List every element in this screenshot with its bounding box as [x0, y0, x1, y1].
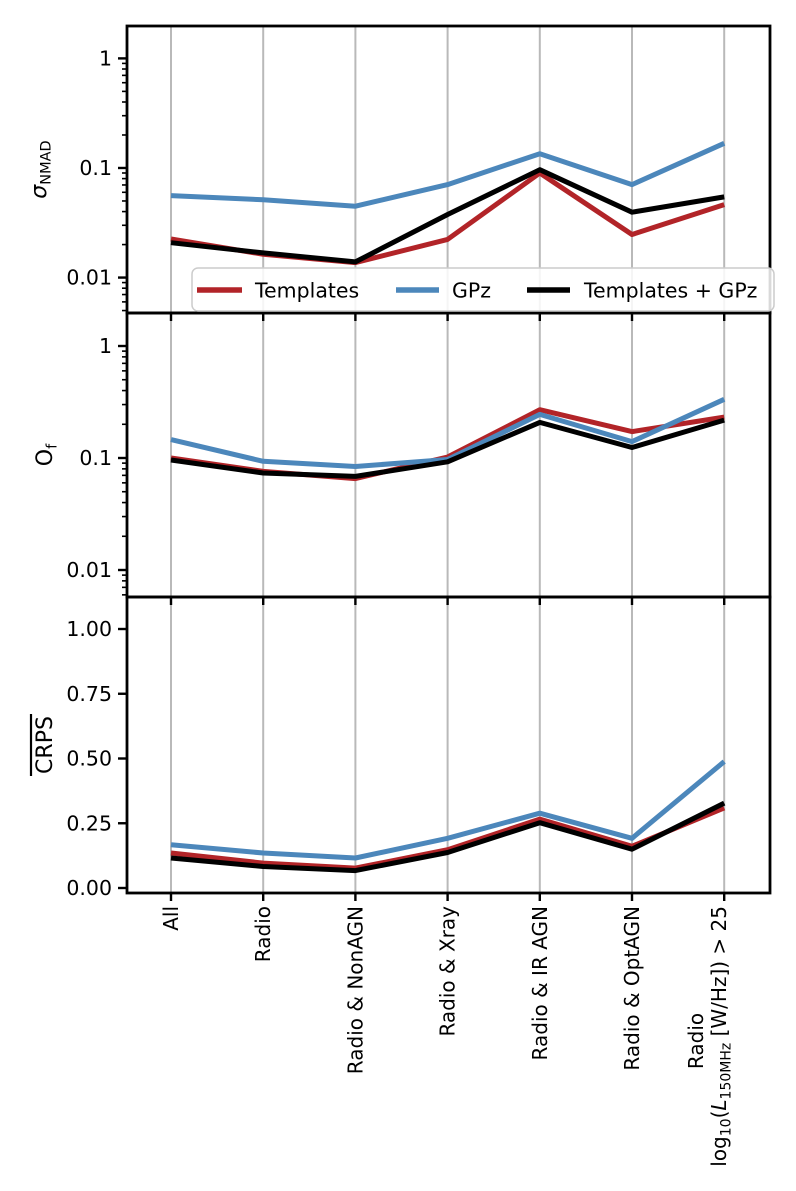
y-tick-label: 1 — [99, 46, 112, 70]
x-tick-label: Radio & Xray — [436, 906, 460, 1037]
series-line-templates-gpz — [170, 800, 726, 874]
x-tick-label: All — [159, 906, 183, 931]
x-tick-label: Radio & NonAGN — [343, 906, 367, 1074]
y-axis-label-panel3: CRPS — [33, 716, 58, 774]
y-axis-label-panel2: Of — [33, 443, 61, 466]
y-tick-label: 0.00 — [66, 876, 112, 900]
x-tick-label: Radio — [251, 906, 275, 962]
legend-label-templates-gpz: Templates + GPz — [583, 279, 757, 303]
x-tick-label-rich: log10(L150MHz [W/Hz]) > 25 — [707, 906, 735, 1167]
y-tick-label: 1 — [99, 334, 112, 358]
x-tick-label: Radio & OptAGN — [620, 906, 644, 1071]
x-tick-label-rich: Radio — [684, 1013, 708, 1069]
legend-box — [191, 267, 775, 312]
y-tick-label: 0.25 — [66, 811, 112, 835]
series-line-templates — [170, 805, 726, 871]
legend-label-gpz: GPz — [452, 279, 491, 303]
y-tick-label: 0.01 — [66, 266, 112, 290]
series-line-templates-gpz — [170, 417, 725, 479]
y-tick-label: 0.50 — [66, 747, 112, 771]
y-tick-label: 0.75 — [66, 682, 112, 706]
series-line-templates-gpz — [170, 167, 725, 265]
y-tick-label: 0.1 — [79, 156, 112, 180]
y-axis-label-panel1: σNMAD — [27, 140, 55, 198]
series-line-gpz — [170, 141, 726, 209]
series-line-gpz — [170, 759, 726, 861]
y-tick-label: 1.00 — [66, 617, 112, 641]
y-tick-label: 0.1 — [79, 446, 112, 470]
x-tick-label: Radio & IR AGN — [528, 906, 552, 1060]
y-tick-label: 0.01 — [66, 558, 112, 582]
legend-label-templates: Templates — [254, 279, 359, 303]
